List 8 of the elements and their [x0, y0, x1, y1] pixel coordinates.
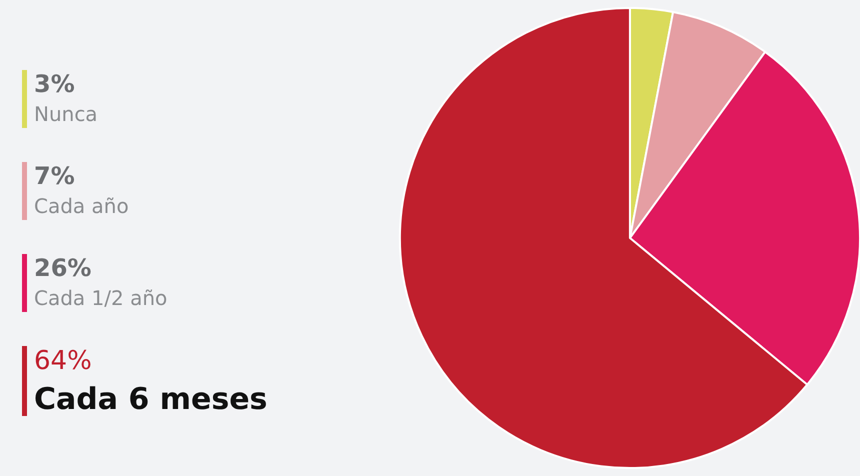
legend-label: Cada año [34, 194, 129, 218]
data-label: 3% [34, 70, 75, 98]
legend-label: Nunca [34, 102, 98, 126]
legend-label: Cada 6 meses [34, 382, 268, 417]
data-label: 7% [34, 162, 75, 190]
legend-label: Cada 1/2 año [34, 286, 168, 310]
data-label: 64% [34, 346, 92, 376]
data-label: 26% [34, 254, 92, 282]
